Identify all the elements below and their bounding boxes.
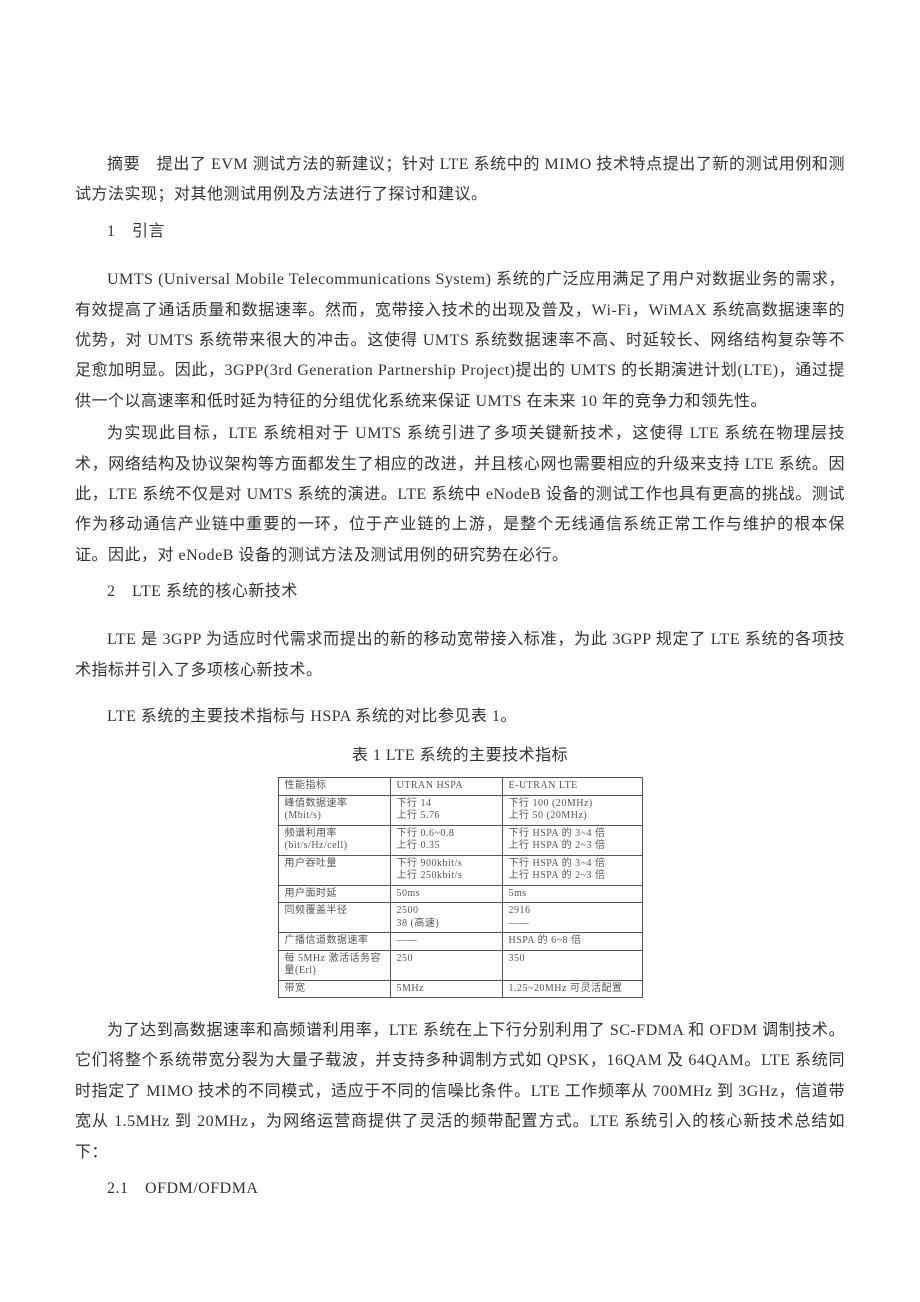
table-cell: 广播信道数据速率 bbox=[278, 933, 390, 951]
abstract-label: 摘要 bbox=[107, 156, 140, 173]
specs-table: 性能指标UTRAN HSPAE-UTRAN LTE峰值数据速率(Mbit/s)下… bbox=[278, 777, 643, 998]
table-cell: 下行 HSPA 的 3~4 倍上行 HSPA 的 2~3 倍 bbox=[502, 855, 642, 885]
spacing bbox=[75, 251, 845, 265]
body-paragraph-3: LTE 是 3GPP 为适应时代需求而提出的新的移动宽带接入标准，为此 3GPP… bbox=[75, 625, 845, 686]
table-cell: 峰值数据速率(Mbit/s) bbox=[278, 795, 390, 825]
table-cell: 用户面时延 bbox=[278, 885, 390, 903]
table-row: 用户吞吐量下行 900kbit/s上行 250kbit/s下行 HSPA 的 3… bbox=[278, 855, 642, 885]
section-2-1-heading: 2.1 OFDM/OFDMA bbox=[75, 1174, 845, 1204]
table-cell: —— bbox=[390, 933, 502, 951]
body-paragraph-2: 为实现此目标，LTE 系统相对于 UMTS 系统引进了多项关键新技术，这使得 L… bbox=[75, 419, 845, 571]
table-cell: 每 5MHz 激活话务容量(Erl) bbox=[278, 950, 390, 980]
table-wrapper: 性能指标UTRAN HSPAE-UTRAN LTE峰值数据速率(Mbit/s)下… bbox=[75, 777, 845, 998]
table-cell: 2916—— bbox=[502, 903, 642, 933]
spacing bbox=[75, 688, 845, 702]
body-paragraph-4: LTE 系统的主要技术指标与 HSPA 系统的对比参见表 1。 bbox=[75, 702, 845, 732]
body-paragraph-5: 为了达到高数据速率和高频谱利用率，LTE 系统在上下行分别利用了 SC-FDMA… bbox=[75, 1016, 845, 1168]
table-row: 峰值数据速率(Mbit/s)下行 14上行 5.76下行 100 (20MHz)… bbox=[278, 795, 642, 825]
table-cell: 350 bbox=[502, 950, 642, 980]
table-cell: 5ms bbox=[502, 885, 642, 903]
table-cell: 频谱利用率(bit/s/Hz/cell) bbox=[278, 825, 390, 855]
section-2-title: LTE 系统的核心新技术 bbox=[132, 583, 298, 600]
table-cell: 带宽 bbox=[278, 980, 390, 998]
section-1-title: 引言 bbox=[132, 223, 165, 240]
table-row: 同频覆盖半径250038 (高速)2916—— bbox=[278, 903, 642, 933]
section-1-heading: 1 引言 bbox=[75, 217, 845, 247]
abstract-text: 提出了 EVM 测试方法的新建议；针对 LTE 系统中的 MIMO 技术特点提出… bbox=[75, 156, 845, 203]
table-cell: 5MHz bbox=[390, 980, 502, 998]
section-2-1-num: 2.1 bbox=[107, 1180, 129, 1197]
table-cell: 性能指标 bbox=[278, 778, 390, 796]
table-cell: E-UTRAN LTE bbox=[502, 778, 642, 796]
table-caption: 表 1 LTE 系统的主要技术指标 bbox=[75, 741, 845, 771]
table-cell: 50ms bbox=[390, 885, 502, 903]
table-cell: 下行 0.6~0.8上行 0.35 bbox=[390, 825, 502, 855]
section-2-heading: 2 LTE 系统的核心新技术 bbox=[75, 577, 845, 607]
spacing bbox=[75, 611, 845, 625]
section-2-num: 2 bbox=[107, 583, 116, 600]
table-cell: UTRAN HSPA bbox=[390, 778, 502, 796]
table-cell: 用户吞吐量 bbox=[278, 855, 390, 885]
abstract-paragraph: 摘要 提出了 EVM 测试方法的新建议；针对 LTE 系统中的 MIMO 技术特… bbox=[75, 150, 845, 211]
table-cell: 下行 14上行 5.76 bbox=[390, 795, 502, 825]
table-cell: 下行 HSPA 的 3~4 倍上行 HSPA 的 2~3 倍 bbox=[502, 825, 642, 855]
table-row: 频谱利用率(bit/s/Hz/cell)下行 0.6~0.8上行 0.35下行 … bbox=[278, 825, 642, 855]
table-cell: 下行 900kbit/s上行 250kbit/s bbox=[390, 855, 502, 885]
table-row: 用户面时延50ms5ms bbox=[278, 885, 642, 903]
table-row: 带宽5MHz1.25~20MHz 可灵活配置 bbox=[278, 980, 642, 998]
table-row: 广播信道数据速率——HSPA 的 6~8 倍 bbox=[278, 933, 642, 951]
table-row: 性能指标UTRAN HSPAE-UTRAN LTE bbox=[278, 778, 642, 796]
table-cell: 下行 100 (20MHz)上行 50 (20MHz) bbox=[502, 795, 642, 825]
table-cell: 250 bbox=[390, 950, 502, 980]
section-2-1-title: OFDM/OFDMA bbox=[145, 1180, 258, 1197]
table-cell: 1.25~20MHz 可灵活配置 bbox=[502, 980, 642, 998]
table-cell: 同频覆盖半径 bbox=[278, 903, 390, 933]
table-row: 每 5MHz 激活话务容量(Erl)250350 bbox=[278, 950, 642, 980]
body-paragraph-1: UMTS (Universal Mobile Telecommunication… bbox=[75, 265, 845, 417]
table-cell: HSPA 的 6~8 倍 bbox=[502, 933, 642, 951]
section-1-num: 1 bbox=[107, 223, 116, 240]
table-cell: 250038 (高速) bbox=[390, 903, 502, 933]
